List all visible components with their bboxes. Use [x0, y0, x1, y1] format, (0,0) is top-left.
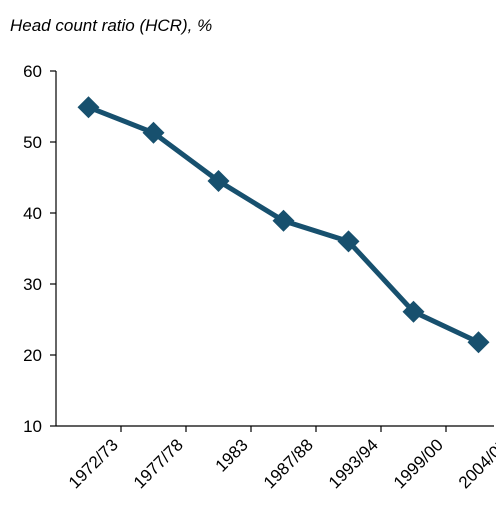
- x-tick-label: 1983: [212, 435, 252, 475]
- x-tick-label: 1972/73: [65, 435, 122, 492]
- y-tick-label: 10: [23, 417, 42, 436]
- y-tick-label: 20: [23, 346, 42, 365]
- marker: [402, 300, 425, 323]
- marker: [77, 96, 100, 119]
- y-tick-label: 50: [23, 133, 42, 152]
- marker: [272, 209, 295, 232]
- marker: [467, 331, 490, 354]
- y-tick-label: 40: [23, 204, 42, 223]
- marker: [142, 121, 165, 144]
- x-tick-label: 1993/94: [325, 435, 382, 492]
- x-tick-label: 1987/88: [260, 435, 317, 492]
- y-tick-label: 60: [23, 62, 42, 81]
- x-tick-label: 1977/78: [130, 435, 187, 492]
- x-tick-label: 2004/05: [455, 435, 496, 492]
- chart-title: Head count ratio (HCR), %: [10, 16, 212, 35]
- marker: [207, 170, 230, 193]
- x-tick-label: 1999/00: [390, 435, 447, 492]
- marker: [337, 230, 360, 253]
- y-tick-label: 30: [23, 275, 42, 294]
